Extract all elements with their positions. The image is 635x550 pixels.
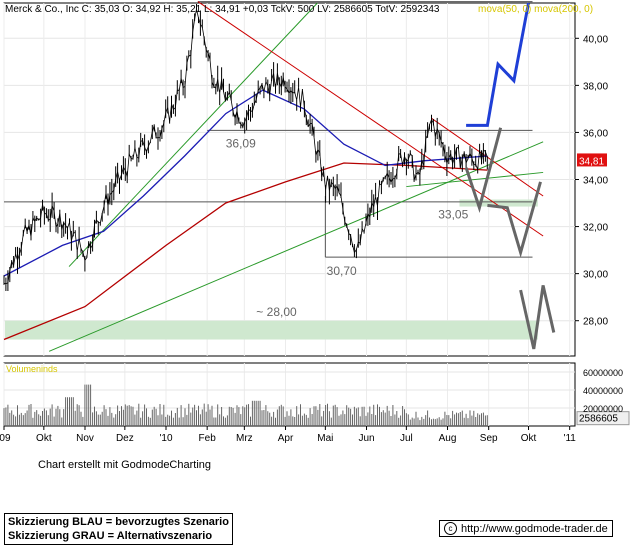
time-tick-label: Sep bbox=[480, 433, 498, 444]
price-tick-label: 36,00 bbox=[583, 128, 608, 139]
price-tick-label: 32,00 bbox=[583, 223, 608, 234]
gray-scenario-path-2 bbox=[487, 181, 542, 258]
price-tick-label: 28,00 bbox=[583, 317, 608, 328]
time-tick-label: Apr bbox=[278, 433, 294, 444]
time-tick-label: Okt bbox=[521, 433, 537, 444]
resistance-trendline bbox=[197, 1, 544, 237]
support-zone-28 bbox=[5, 320, 538, 340]
volume-panel-label: Volumeninds bbox=[6, 364, 58, 374]
level-annotation: 36,09 bbox=[226, 137, 256, 151]
level-annotation: ~ 28,00 bbox=[256, 305, 297, 319]
time-tick-label: Mai bbox=[317, 433, 333, 444]
time-tick-label: Jun bbox=[358, 433, 374, 444]
price-tick-label: 38,00 bbox=[583, 81, 608, 92]
website-link[interactable]: c http://www.godmode-trader.de bbox=[439, 520, 613, 537]
price-line bbox=[3, 8, 488, 285]
volume-tick-label: 20000000 bbox=[583, 404, 623, 414]
moving-average-legend: mova(50, 0) mova(200, 0) bbox=[478, 4, 593, 15]
blue-scenario-path bbox=[466, 2, 530, 127]
time-tick-label: Jul bbox=[400, 433, 413, 444]
time-tick-label: Aug bbox=[439, 433, 457, 444]
time-tick-label: Okt bbox=[36, 433, 52, 444]
website-url[interactable]: http://www.godmode-trader.de bbox=[461, 522, 608, 535]
price-tick-label: 34,00 bbox=[583, 176, 608, 187]
scenario-legend: Skizzierung BLAU = bevorzugtes Szenario … bbox=[4, 513, 233, 545]
ma200-line bbox=[3, 162, 488, 341]
time-tick-label: '10 bbox=[159, 433, 172, 444]
time-tick-label: Feb bbox=[199, 433, 217, 444]
time-tick-label: Mrz bbox=[236, 433, 253, 444]
flat-support-trendline bbox=[406, 171, 544, 188]
time-tick-label: Dez bbox=[116, 433, 134, 444]
last-volume-box bbox=[576, 411, 630, 426]
time-tick-label: '11 bbox=[564, 433, 577, 444]
last-volume-label: 2586605 bbox=[579, 414, 618, 425]
time-tick-label: Nov bbox=[76, 433, 94, 444]
support-zone-33 bbox=[459, 199, 538, 207]
chart-credit: Chart erstellt mit GodmodeCharting bbox=[38, 459, 212, 471]
last-price-label: 34,81 bbox=[579, 156, 604, 167]
legend-blue-scenario: Skizzierung BLAU = bevorzugtes Szenario bbox=[8, 516, 229, 528]
chart-header: Merck & Co., Inc C: 35,03 O: 34,92 H: 35… bbox=[5, 4, 440, 15]
level-annotation: 30,70 bbox=[327, 264, 357, 278]
gray-scenario-path-1 bbox=[464, 127, 503, 213]
gray-scenario-path-3 bbox=[519, 285, 556, 350]
legend-gray-scenario: Skizzierung GRAU = Alternativszenario bbox=[8, 530, 213, 542]
volume-tick-label: 40000000 bbox=[583, 386, 623, 396]
time-tick-label: '09 bbox=[0, 433, 11, 444]
level-annotation: 33,05 bbox=[438, 207, 468, 221]
last-price-box bbox=[577, 153, 607, 167]
price-tick-label: 30,00 bbox=[583, 270, 608, 281]
volume-tick-label: 60000000 bbox=[583, 368, 623, 378]
copyright-icon: c bbox=[444, 522, 457, 535]
long-term-support-trendline bbox=[48, 141, 544, 352]
rising-trendline bbox=[68, 2, 318, 267]
price-tick-label: 40,00 bbox=[583, 34, 608, 45]
ma50-line bbox=[3, 89, 488, 277]
